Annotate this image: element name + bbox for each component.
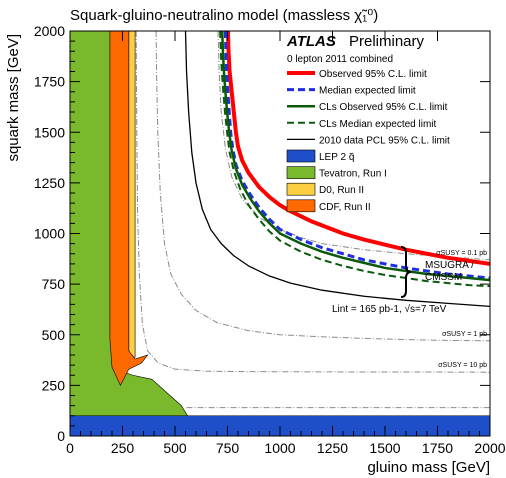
y-axis-label: squark mass [GeV] — [5, 34, 22, 162]
legend-label-3: CLs Observed 95% C.L. limit — [319, 102, 448, 113]
contour-label-2: σSUSY = 1 pb — [442, 331, 487, 338]
legend-label-9: CDF, Run II — [319, 202, 371, 213]
legend-label-4: CLs Median expected limit — [319, 119, 436, 130]
contour-label-1: σSUSY = 0.1 pb — [436, 250, 487, 257]
y-tick-label: 1500 — [34, 124, 65, 140]
legend-label-1: Observed 95% C.L. limit — [319, 69, 427, 80]
y-tick-label: 750 — [42, 276, 66, 292]
brace-icon — [400, 246, 412, 298]
excluded-region-4 — [109, 31, 149, 387]
y-tick-label: 2000 — [34, 23, 65, 39]
y-tick-label: 250 — [42, 377, 66, 393]
cross-section-contour-3 — [135, 31, 490, 373]
legend-label-2: Median expected limit — [319, 86, 416, 97]
x-tick-label: 1500 — [369, 440, 400, 456]
chart-title: Squark-gluino-neutralino model (massless… — [70, 7, 378, 24]
atlas-label: ATLAS — [286, 33, 336, 50]
luminosity-label: Lint = 165 pb-1, √s=7 TeV — [332, 303, 447, 315]
x-axis-label: gluino mass [GeV] — [367, 459, 490, 476]
x-tick-label: 2000 — [474, 440, 505, 456]
series-line-4 — [219, 31, 490, 288]
cross-section-contour-2 — [155, 31, 490, 342]
plot-area: 0 250 500 750 1000 1250 1500 1750 2000 0 250 500 750… — [34, 23, 506, 456]
brace-label-1: MSUGRA / — [425, 260, 474, 271]
legend-label-8: D0, Run II — [319, 185, 364, 196]
legend-items: Observed 95% C.L. limit Median expected l… — [286, 69, 450, 213]
legend-label-6: LEP 2 q̃ — [319, 152, 354, 163]
y-tick-label: 1750 — [34, 74, 65, 90]
legend-label-5: 2010 data PCL 95% C.L. limit — [319, 135, 450, 146]
y-tick-label: 1250 — [34, 175, 65, 191]
axes: 0 250 500 750 1000 1250 1500 1750 2000 0 250 500 750… — [34, 23, 506, 456]
legend-label-7: Tevatron, Run I — [319, 169, 387, 180]
series-line-1 — [225, 31, 490, 266]
legend-swatch-8 — [286, 182, 316, 196]
cross-section-contour-1 — [217, 31, 490, 261]
legend: ATLAS Preliminary 0 lepton 2011 combined… — [286, 33, 474, 315]
x-tick-label: 1250 — [317, 440, 348, 456]
y-tick-label: 0 — [57, 428, 65, 444]
brace-label-2: CMSSM — [425, 272, 462, 283]
x-tick-label: 0 — [66, 440, 74, 456]
legend-swatch-6 — [286, 149, 316, 163]
y-tick-label: 500 — [42, 327, 66, 343]
series-line-2 — [223, 31, 490, 280]
x-tick-label: 1750 — [422, 440, 453, 456]
x-tick-label: 500 — [163, 440, 187, 456]
legend-swatch-7 — [286, 166, 316, 179]
x-tick-label: 750 — [216, 440, 240, 456]
series-line-5 — [184, 31, 490, 308]
x-tick-label: 250 — [111, 440, 135, 456]
legend-swatch-9 — [286, 199, 316, 213]
contour-labels: σSUSY = 0.1 pb σSUSY = 1 pb σSUSY = 10 pb — [436, 250, 487, 369]
x-tick-label: 1000 — [264, 440, 295, 456]
preliminary-label: Preliminary — [349, 33, 425, 50]
cross-section-contours — [135, 31, 490, 409]
subtitle-label: 0 lepton 2011 combined — [287, 54, 393, 65]
contour-label-3: σSUSY = 10 pb — [438, 362, 487, 369]
limit-curves — [184, 31, 490, 308]
series-line-3 — [221, 31, 490, 282]
y-tick-label: 1000 — [34, 226, 65, 242]
excluded-region-3 — [128, 31, 136, 358]
